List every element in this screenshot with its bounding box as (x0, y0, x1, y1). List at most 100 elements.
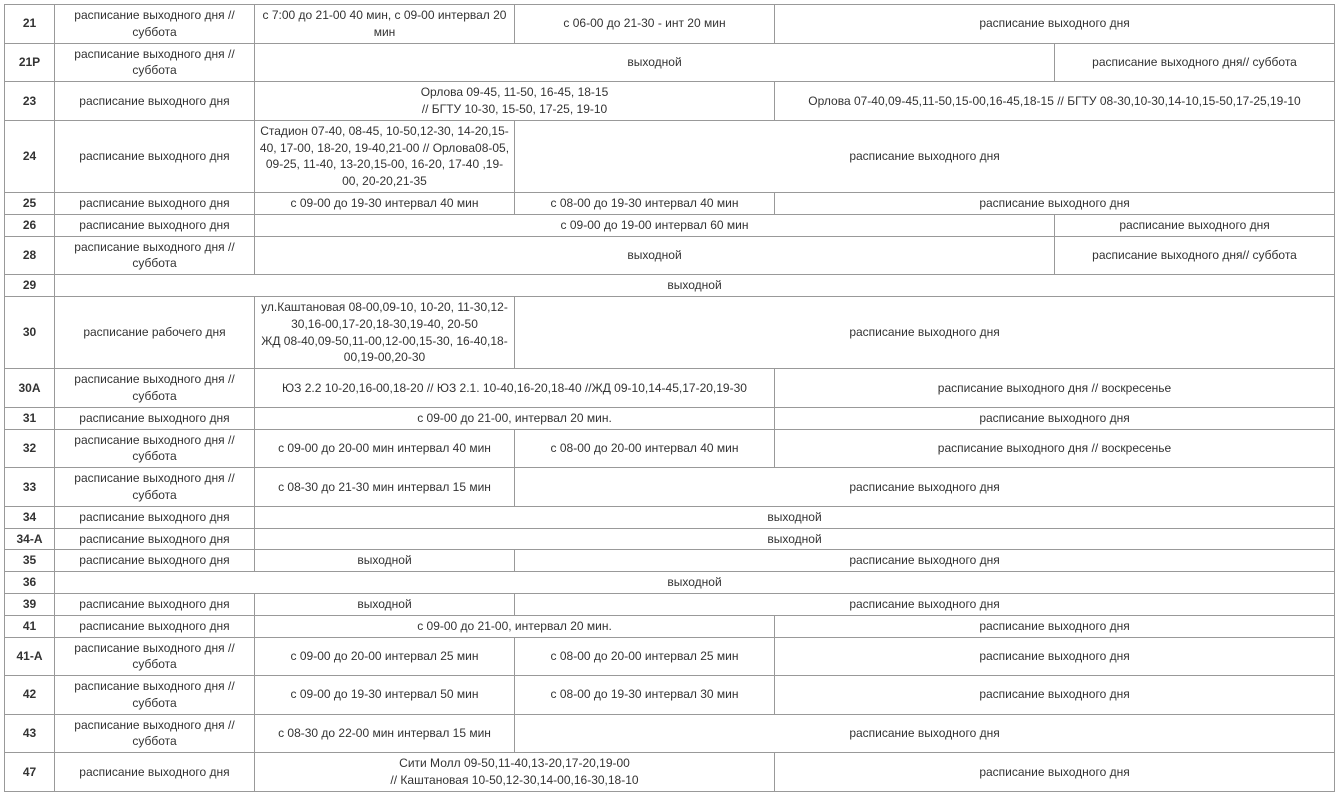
schedule-cell: расписание выходного дня (55, 753, 255, 792)
schedule-cell: расписание выходного дня (775, 615, 1335, 637)
table-row: 33расписание выходного дня //субботас 08… (5, 468, 1335, 507)
schedule-cell: расписание выходного дня (515, 120, 1335, 192)
schedule-cell: расписание выходного дня (515, 550, 1335, 572)
schedule-cell: с 09-00 до 19-00 интервал 60 мин (255, 214, 1055, 236)
schedule-cell: выходной (255, 550, 515, 572)
route-number-cell: 32 (5, 429, 55, 468)
route-number-cell: 41 (5, 615, 55, 637)
schedule-cell: выходной (255, 528, 1335, 550)
route-number-cell: 21Р (5, 43, 55, 82)
route-number-cell: 33 (5, 468, 55, 507)
table-row: 30расписание рабочего дняул.Каштановая 0… (5, 296, 1335, 368)
schedule-cell: расписание выходного дня //суббота (55, 429, 255, 468)
route-number-cell: 26 (5, 214, 55, 236)
route-number-cell: 28 (5, 236, 55, 275)
route-number-cell: 31 (5, 407, 55, 429)
schedule-cell: расписание выходного дня (515, 296, 1335, 368)
schedule-cell: расписание выходного дня //суббота (55, 43, 255, 82)
schedule-cell: с 08-00 до 19-30 интервал 40 мин (515, 192, 775, 214)
schedule-cell: расписание выходного дня //суббота (55, 637, 255, 676)
route-number-cell: 41-А (5, 637, 55, 676)
schedule-cell: Орлова 09-45, 11-50, 16-45, 18-15// БГТУ… (255, 82, 775, 121)
schedule-cell: расписание выходного дня // воскресенье (775, 429, 1335, 468)
table-row: 42расписание выходного дня //субботас 09… (5, 676, 1335, 715)
schedule-cell: расписание выходного дня (775, 637, 1335, 676)
table-row: 41 расписание выходного дняс 09-00 до 21-… (5, 615, 1335, 637)
table-row: 21расписание выходного дня //субботас 7:… (5, 5, 1335, 44)
schedule-cell: с 09-00 до 20-00 интервал 25 мин (255, 637, 515, 676)
schedule-cell: ул.Каштановая 08-00,09-10, 10-20, 11-30,… (255, 296, 515, 368)
schedule-cell: расписание выходного дня (55, 528, 255, 550)
schedule-cell: расписание выходного дня (515, 468, 1335, 507)
route-number-cell: 42 (5, 676, 55, 715)
table-row: 28расписание выходного дня //субботавыхо… (5, 236, 1335, 275)
schedule-cell: расписание выходного дня (515, 593, 1335, 615)
route-number-cell: 25 (5, 192, 55, 214)
schedule-cell: расписание выходного дня (515, 714, 1335, 753)
route-number-cell: 23 (5, 82, 55, 121)
route-number-cell: 21 (5, 5, 55, 44)
route-number-cell: 34 (5, 506, 55, 528)
schedule-cell: расписание выходного дня //суббота (55, 5, 255, 44)
schedule-cell: расписание выходного дня (55, 550, 255, 572)
schedule-cell: с 08-00 до 20-00 интервал 25 мин (515, 637, 775, 676)
table-body: 21расписание выходного дня //субботас 7:… (5, 5, 1335, 792)
table-row: 29выходной (5, 275, 1335, 297)
schedule-cell: расписание выходного дня (775, 192, 1335, 214)
route-number-cell: 36 (5, 572, 55, 594)
schedule-cell: с 09-00 до 20-00 мин интервал 40 мин (255, 429, 515, 468)
schedule-cell: с 09-00 до 21-00, интервал 20 мин. (255, 407, 775, 429)
schedule-cell: с 09-00 до 19-30 интервал 40 мин (255, 192, 515, 214)
schedule-cell: выходной (255, 43, 1055, 82)
schedule-cell: выходной (255, 236, 1055, 275)
table-row: 39расписание выходного днявыходнойраспис… (5, 593, 1335, 615)
schedule-cell: расписание выходного дня //суббота (55, 714, 255, 753)
table-row: 34расписание выходного днявыходной (5, 506, 1335, 528)
schedule-cell: выходной (55, 572, 1335, 594)
schedule-cell: с 09-00 до 19-30 интервал 50 мин (255, 676, 515, 715)
route-number-cell: 30А (5, 369, 55, 408)
schedule-cell: расписание выходного дня //суббота (55, 369, 255, 408)
schedule-cell: с 06-00 до 21-30 - инт 20 мин (515, 5, 775, 44)
schedule-cell: Сити Молл 09-50,11-40,13-20,17-20,19-00/… (255, 753, 775, 792)
table-row: 24расписание выходного дняСтадион 07-40,… (5, 120, 1335, 192)
schedule-cell: выходной (55, 275, 1335, 297)
route-number-cell: 47 (5, 753, 55, 792)
schedule-cell: с 08-30 до 21-30 мин интервал 15 мин (255, 468, 515, 507)
table-row: 36выходной (5, 572, 1335, 594)
table-row: 41-Арасписание выходного дня //субботас … (5, 637, 1335, 676)
schedule-cell: расписание выходного дня (775, 753, 1335, 792)
schedule-cell: с 09-00 до 21-00, интервал 20 мин. (255, 615, 775, 637)
schedule-cell: выходной (255, 506, 1335, 528)
schedule-cell: с 08-00 до 19-30 интервал 30 мин (515, 676, 775, 715)
schedule-cell: расписание выходного дня (55, 214, 255, 236)
schedule-cell: расписание выходного дня (1055, 214, 1335, 236)
schedule-cell: расписание выходного дня //суббота (55, 236, 255, 275)
table-row: 23расписание выходного дняОрлова 09-45, … (5, 82, 1335, 121)
schedule-cell: расписание выходного дня (775, 5, 1335, 44)
schedule-cell: расписание выходного дня //суббота (55, 468, 255, 507)
route-number-cell: 24 (5, 120, 55, 192)
schedule-cell: расписание выходного дня (55, 192, 255, 214)
route-number-cell: 34-А (5, 528, 55, 550)
schedule-cell: расписание выходного дня //суббота (55, 676, 255, 715)
schedule-cell: Орлова 07-40,09-45,11-50,15-00,16-45,18-… (775, 82, 1335, 121)
schedule-cell: с 08-30 до 22-00 мин интервал 15 мин (255, 714, 515, 753)
schedule-cell: расписание выходного дня // воскресенье (775, 369, 1335, 408)
table-row: 34-Арасписание выходного днявыходной (5, 528, 1335, 550)
schedule-cell: с 7:00 до 21-00 40 мин, с 09-00 интервал… (255, 5, 515, 44)
table-row: 43расписание выходного дня //субботас 08… (5, 714, 1335, 753)
table-row: 21Ррасписание выходного дня //субботавых… (5, 43, 1335, 82)
schedule-cell: расписание выходного дня (55, 407, 255, 429)
table-row: 30Арасписание выходного дня //субботаЮЗ … (5, 369, 1335, 408)
route-number-cell: 43 (5, 714, 55, 753)
route-number-cell: 29 (5, 275, 55, 297)
schedule-cell: ЮЗ 2.2 10-20,16-00,18-20 // ЮЗ 2.1. 10-4… (255, 369, 775, 408)
table-row: 31расписание выходного дняс 09-00 до 21-… (5, 407, 1335, 429)
schedule-cell: расписание выходного дня (55, 120, 255, 192)
table-row: 32расписание выходного дня //субботас 09… (5, 429, 1335, 468)
schedule-cell: выходной (255, 593, 515, 615)
schedule-cell: расписание выходного дня (55, 82, 255, 121)
schedule-cell: с 08-00 до 20-00 интервал 40 мин (515, 429, 775, 468)
schedule-cell: расписание выходного дня (775, 676, 1335, 715)
